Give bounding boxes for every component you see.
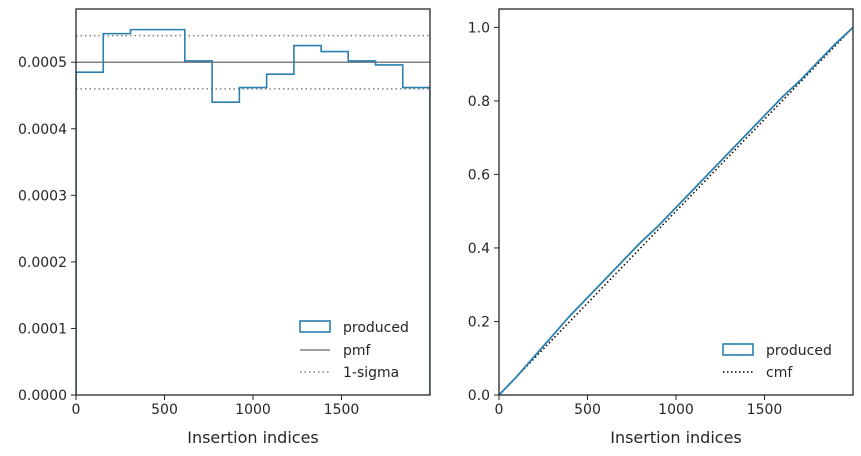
y-tick-label: 0.6	[468, 167, 490, 183]
axes-frame	[75, 8, 431, 396]
produced-cumulative-line	[499, 26, 853, 395]
y-tick-label: 0.0004	[18, 122, 67, 138]
right-panel: 0 500 1000 1500 0.0 0.2 0.4 0.6 0.8 1.0 Insertion …	[468, 8, 854, 447]
legend: produced cmf	[722, 343, 832, 381]
y-tick-label: 1.0	[468, 20, 490, 36]
y-tick-label: 0.2	[468, 314, 490, 330]
plot-area	[499, 26, 853, 395]
plot-area	[76, 28, 430, 395]
x-tick-label: 0	[72, 402, 81, 418]
produced-step-histogram	[76, 28, 430, 395]
x-tick-label: 500	[151, 402, 178, 418]
x-axis-label: Insertion indices	[187, 428, 319, 447]
y-tick-label: 0.0002	[18, 255, 67, 271]
legend-label-produced: produced	[766, 343, 832, 359]
x-tick-label: 1500	[324, 402, 360, 418]
left-panel: 0 500 1000 1500 0.0000 0.0001 0.0002 0.0003 0.00…	[18, 8, 431, 447]
y-tick-label: 0.0003	[18, 188, 67, 204]
y-tick-label: 0.0005	[18, 55, 67, 71]
x-tick-label: 0	[495, 402, 504, 418]
legend-label-sigma: 1-sigma	[343, 365, 399, 381]
legend-swatch-produced	[722, 343, 754, 356]
y-tick-label: 0.0000	[18, 388, 67, 404]
legend-swatch-produced	[299, 320, 331, 333]
legend-label-produced: produced	[343, 320, 409, 336]
x-axis-label: Insertion indices	[610, 428, 742, 447]
legend-label-pmf: pmf	[343, 343, 372, 359]
y-tick-label: 0.0	[468, 388, 490, 404]
y-tick-label: 0.8	[468, 94, 490, 110]
x-tick-label: 1500	[747, 402, 783, 418]
x-tick-label: 500	[574, 402, 601, 418]
cmf-line	[499, 26, 853, 395]
legend-label-cmf: cmf	[766, 365, 793, 381]
x-tick-label: 1000	[235, 402, 271, 418]
x-tick-label: 1000	[658, 402, 694, 418]
y-tick-label: 0.0001	[18, 321, 67, 337]
legend: produced pmf 1-sigma	[299, 320, 409, 381]
y-tick-label: 0.4	[468, 241, 490, 257]
